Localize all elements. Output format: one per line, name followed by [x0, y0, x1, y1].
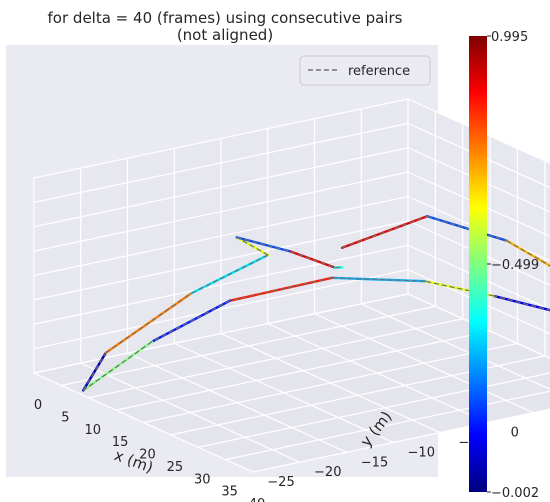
floor-grid-y — [220, 332, 441, 434]
y-tick-label: 0 — [511, 426, 519, 441]
colorbar-tick-mid: −0.499 — [491, 258, 539, 273]
reference-segment — [82, 341, 153, 391]
reference-segment — [506, 240, 550, 267]
floor-grid-y — [267, 323, 487, 424]
floor-grid-x — [198, 372, 550, 448]
x-tick-label: 40 — [249, 497, 266, 502]
x-tick-label: 30 — [194, 472, 211, 487]
y-tick-label: −25 — [267, 475, 294, 490]
floor-grid-x — [225, 390, 550, 461]
gridlines — [33, 98, 550, 473]
x-tick-label: 10 — [84, 423, 101, 438]
right-grid-z — [407, 171, 550, 237]
left-grid-z — [33, 195, 409, 277]
reference-segment — [229, 277, 333, 302]
x-tick-label: 5 — [61, 410, 69, 425]
legend: reference — [299, 55, 431, 86]
colorbar-tick-max: 0.995 — [491, 30, 528, 45]
floor-grid-x — [252, 408, 550, 473]
y-tick-label: −20 — [314, 465, 341, 480]
floor-grid-y — [314, 313, 534, 414]
legend-label-reference: reference — [348, 64, 410, 79]
reference-segment — [236, 236, 269, 256]
reference-segment — [82, 352, 107, 391]
left-grid-z — [33, 122, 409, 203]
right-grid-z — [407, 147, 550, 213]
left-grid-z — [33, 171, 409, 252]
legend-box — [299, 55, 431, 86]
trajectory-segment — [330, 276, 427, 283]
colorbar-ticks: 0.995 −0.499 −0.002 — [487, 30, 539, 501]
reference-segment — [191, 254, 269, 294]
chart-title: for delta = 40 (frames) using consecutiv… — [48, 9, 403, 27]
x-tick-label: 15 — [112, 435, 129, 450]
reference-segment — [493, 295, 550, 311]
x-tick-label: 20 — [139, 448, 156, 463]
tick-labels: 0510152025303540−25−20−15−10−50510152520… — [34, 398, 519, 502]
x-tick-label: 25 — [167, 460, 184, 475]
reference-segment — [236, 236, 291, 253]
trajectory-segment — [289, 250, 337, 269]
floor-pane — [34, 294, 550, 472]
y-tick-label: −15 — [361, 455, 388, 470]
right-grid-z — [407, 122, 550, 189]
left-grid-z — [33, 147, 409, 228]
colorbar-tick-min: −0.002 — [491, 486, 539, 501]
colorbar — [469, 36, 487, 492]
reference-segment — [427, 215, 507, 242]
y-tick-label: −10 — [408, 445, 435, 460]
right-grid-z — [407, 98, 550, 164]
reference-segment — [341, 215, 428, 249]
trajectory — [82, 215, 550, 392]
left-grid-z — [33, 98, 409, 179]
chart-subtitle: (not aligned) — [177, 26, 273, 44]
x-tick-label: 35 — [221, 485, 238, 500]
reference-segment — [151, 300, 231, 343]
x-tick-label: 0 — [34, 398, 42, 413]
reference-segment — [105, 292, 192, 354]
